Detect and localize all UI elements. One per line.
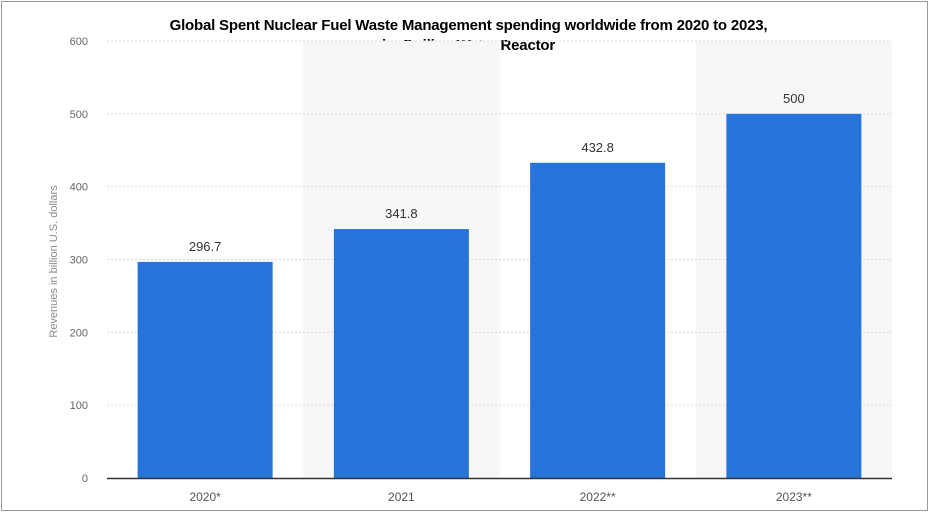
data-label: 296.7 (189, 239, 222, 254)
y-tick-label: 600 (70, 36, 88, 48)
gridlines (107, 40, 892, 406)
y-axis-ticks: 0 100 200 300 400 500 600 (70, 36, 88, 485)
y-axis-label: Revenues in billion U.S. dollars (48, 185, 60, 338)
x-tick-label: 2020* (189, 490, 221, 504)
bar (333, 229, 469, 478)
data-label: 432.8 (581, 140, 614, 155)
x-tick-label: 2022** (580, 490, 616, 504)
bars (137, 113, 862, 478)
y-tick-label: 100 (70, 400, 88, 412)
data-labels: 296.7 341.8 432.8 500 (189, 91, 805, 254)
bar (726, 113, 862, 478)
y-tick-label: 400 (70, 182, 88, 194)
x-axis-ticks: 2020* 2021 2022** 2023** (189, 490, 812, 504)
data-label: 341.8 (385, 206, 418, 221)
chart-title-line1: Global Spent Nuclear Fuel Waste Manageme… (169, 17, 768, 34)
y-tick-label: 0 (82, 473, 88, 485)
bar (137, 261, 273, 478)
y-tick-label: 300 (70, 255, 88, 267)
x-tick-label: 2023** (776, 490, 812, 504)
y-tick-label: 200 (70, 327, 88, 339)
y-tick-label: 500 (70, 109, 88, 121)
x-tick-label: 2021 (388, 490, 415, 504)
data-label: 500 (783, 91, 805, 106)
bar (530, 162, 666, 478)
